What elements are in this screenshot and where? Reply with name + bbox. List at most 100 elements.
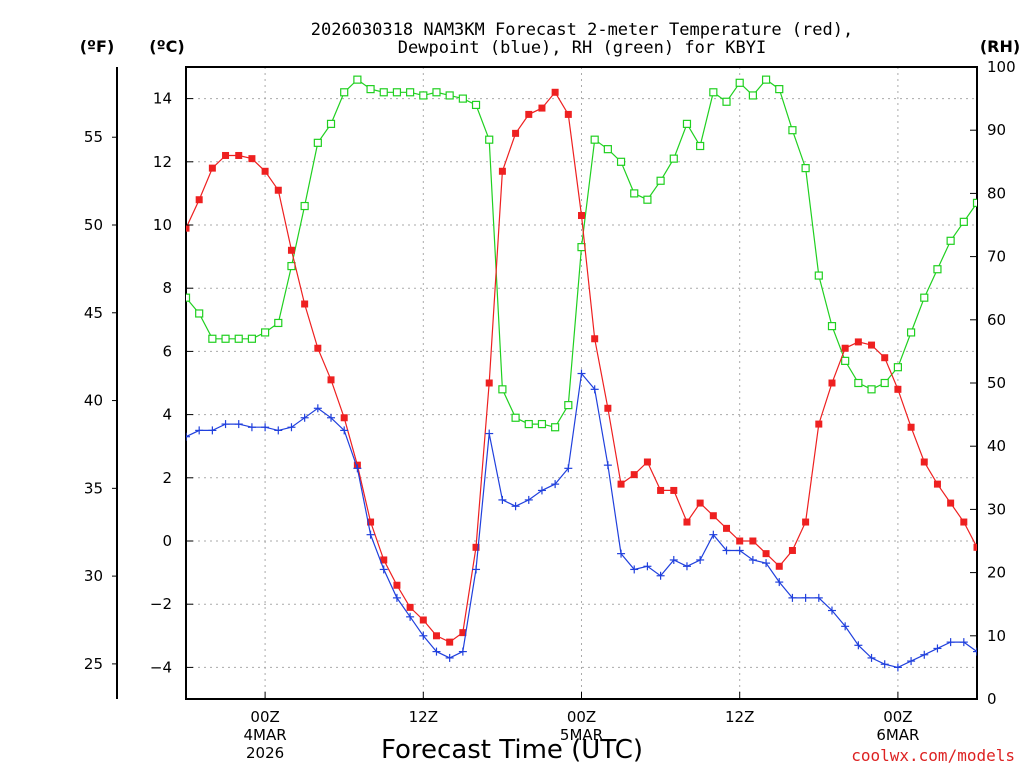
rh-point <box>972 198 977 207</box>
dewpoint-point <box>432 647 441 656</box>
2-meter-temperature-point <box>854 338 862 346</box>
rh-point <box>959 217 968 226</box>
rh-point <box>326 119 336 128</box>
rh-point <box>195 309 204 318</box>
celsius-tick-label: 12 <box>153 153 172 171</box>
2-meter-temperature-point <box>591 335 599 343</box>
rh-point <box>590 135 599 144</box>
dewpoint-point <box>208 426 217 435</box>
2-meter-temperature-point <box>920 458 928 466</box>
2-meter-temperature-point <box>604 404 612 412</box>
2-meter-temperature-point <box>274 186 282 194</box>
dewpoint-point <box>458 647 467 656</box>
2-meter-temperature-point <box>301 300 309 308</box>
2-meter-temperature-point <box>736 537 744 545</box>
2-meter-temperature-point <box>195 196 203 204</box>
rh-tick-label: 30 <box>987 500 1006 518</box>
rh-unit-label: (RH) <box>980 37 1020 56</box>
rh-point <box>854 378 863 388</box>
2-meter-temperature-point <box>525 110 533 118</box>
rh-point <box>340 88 349 97</box>
rh-tick-label: 50 <box>987 374 1006 392</box>
2-meter-temperature-point <box>432 632 440 640</box>
dewpoint-point <box>313 404 322 413</box>
rh-point <box>827 322 837 331</box>
dewpoint-point <box>590 385 599 394</box>
dewpoint-point <box>656 571 665 580</box>
dewpoint-point <box>814 593 823 602</box>
dewpoint-point <box>300 413 309 422</box>
rh-point <box>247 334 257 343</box>
2-meter-temperature-point <box>261 167 269 175</box>
dewpoint-point <box>485 429 494 438</box>
dewpoint-point <box>735 546 744 555</box>
rh-point <box>551 423 560 432</box>
dewpoint-point <box>379 565 388 574</box>
rh-point <box>392 88 402 97</box>
dewpoint-point <box>893 663 902 672</box>
dewpoint-point <box>933 644 942 653</box>
year-tick-label: 2026 <box>246 744 284 762</box>
dewpoint-point <box>472 565 481 574</box>
2-meter-temperature-point <box>367 518 375 526</box>
time-tick-label: 00Z <box>250 708 279 726</box>
2-meter-temperature-point <box>419 616 427 624</box>
dewpoint-point <box>867 653 876 662</box>
dewpoint-point <box>511 502 520 511</box>
dewpoint-point <box>221 420 230 429</box>
dewpoint-point <box>551 480 560 489</box>
dewpoint-point <box>973 647 977 656</box>
2-meter-temperature-point <box>186 224 190 232</box>
2-meter-temperature-point <box>907 423 915 431</box>
source-credit: coolwx.com/models <box>851 746 1015 765</box>
rh-point <box>234 334 243 343</box>
dewpoint-point <box>775 578 784 587</box>
rh-tick-label: 40 <box>987 437 1006 455</box>
rh-point <box>471 100 481 110</box>
dewpoint-point <box>762 559 771 568</box>
2-meter-temperature-point <box>248 155 256 163</box>
dewpoint-point <box>920 650 929 659</box>
rh-point <box>920 293 929 302</box>
rh-point <box>801 164 810 173</box>
2-meter-temperature-point <box>723 524 731 532</box>
2-meter-temperature-point <box>393 581 401 589</box>
dewpoint-point <box>327 413 336 422</box>
rh-point <box>630 189 639 198</box>
celsius-tick-label: 14 <box>153 90 172 108</box>
rh-point <box>775 85 784 94</box>
2-meter-temperature-point <box>670 486 678 494</box>
dewpoint-point <box>669 555 678 564</box>
dewpoint-point <box>854 641 863 650</box>
2-meter-temperature-point <box>538 104 546 112</box>
2-meter-temperature-point <box>617 480 625 488</box>
dewpoint-point <box>419 631 428 640</box>
rh-point <box>445 91 454 100</box>
fahrenheit-tick-label: 25 <box>84 655 103 673</box>
2-meter-temperature-point <box>446 638 454 646</box>
date-tick-label: 6MAR <box>876 726 919 744</box>
fahrenheit-tick-label: 40 <box>84 392 103 410</box>
rh-point <box>537 419 547 429</box>
2-meter-temperature-point <box>327 376 335 384</box>
2-meter-temperature-point <box>973 543 977 551</box>
dewpoint-point <box>682 562 691 571</box>
2-meter-temperature-point <box>630 471 638 479</box>
rh-tick-label: 10 <box>987 627 1006 645</box>
2-meter-temperature-point <box>828 379 836 387</box>
rh-point <box>406 88 415 97</box>
2-meter-temperature-point <box>564 110 572 118</box>
2-meter-temperature-point <box>696 499 704 507</box>
2-meter-temperature-point <box>960 518 968 526</box>
time-tick-label: 00Z <box>567 708 596 726</box>
dewpoint-point <box>340 426 349 435</box>
rh-point <box>603 145 612 154</box>
rh-point <box>274 318 283 328</box>
rh-point <box>682 119 692 128</box>
2-meter-temperature-point <box>947 499 955 507</box>
chart-title-line-2: Dewpoint (blue), RH (green) for KBYI <box>398 38 766 58</box>
rh-point <box>906 328 916 337</box>
time-tick-label: 12Z <box>725 708 754 726</box>
axis-labels: 2026030318 NAM3KM Forecast 2-meter Tempe… <box>80 20 1020 765</box>
rh-point <box>893 363 903 372</box>
